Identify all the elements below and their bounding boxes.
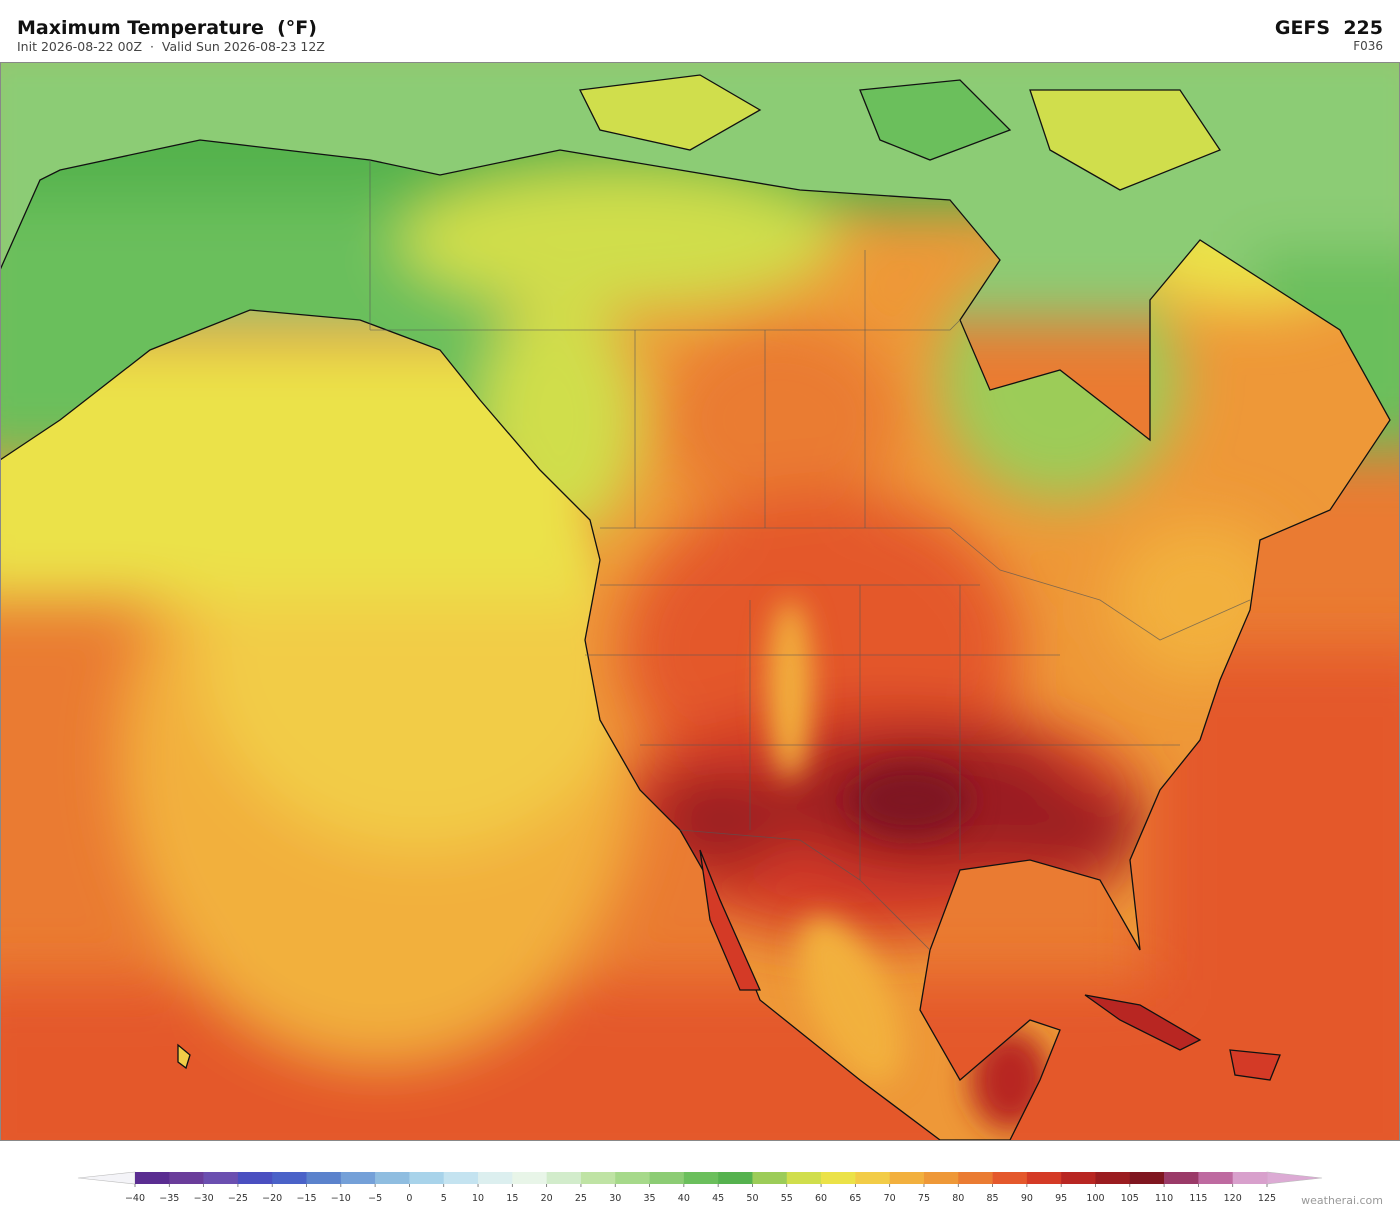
colorbar-segment <box>375 1172 410 1184</box>
colorbar-segment <box>409 1172 445 1184</box>
colorbar-segment <box>1198 1172 1233 1184</box>
colorbar-tick-label: −35 <box>159 1193 179 1204</box>
colorbar-tick-label: 105 <box>1121 1193 1139 1204</box>
colorbar-segment <box>546 1172 582 1184</box>
colorbar-tick-label: 60 <box>815 1193 827 1204</box>
colorbar-segment <box>340 1172 376 1184</box>
colorbar-tick-label: 65 <box>849 1193 861 1204</box>
colorbar-segment <box>1026 1172 1062 1184</box>
colorbar-segment <box>580 1172 616 1184</box>
colorbar-segment <box>237 1172 273 1184</box>
colorbar-segment <box>1232 1172 1268 1184</box>
colorbar-tick-label: 20 <box>541 1193 553 1204</box>
colorbar-tick-label: 85 <box>987 1193 999 1204</box>
colorbar-tick-label: −5 <box>368 1193 382 1204</box>
colorbar-segment <box>306 1172 342 1184</box>
colorbar-over <box>1266 1171 1323 1185</box>
colorbar-tick-label: 90 <box>1021 1193 1033 1204</box>
colorbar-segment <box>683 1172 719 1184</box>
colorbar-tick-label: 35 <box>643 1193 655 1204</box>
colorbar-tick-label: 50 <box>746 1193 758 1204</box>
colorbar-tick-label: −25 <box>228 1193 248 1204</box>
colorbar-tick-label: 5 <box>441 1193 447 1204</box>
model-label: GEFS 225 <box>1275 17 1383 39</box>
colorbar-segment <box>855 1172 890 1184</box>
colorbar-tick-label: 40 <box>678 1193 690 1204</box>
colorbar-tick-label: 70 <box>884 1193 896 1204</box>
colorbar-tick-label: 100 <box>1086 1193 1104 1204</box>
colorbar-tick-label: 25 <box>575 1193 587 1204</box>
colorbar-under <box>77 1171 136 1185</box>
colorbar-segment <box>169 1172 204 1184</box>
colorbar-tick-label: −10 <box>331 1193 351 1204</box>
colorbar-tick-label: 55 <box>781 1193 793 1204</box>
borders <box>369 160 1251 951</box>
colorbar-tick-label: 95 <box>1055 1193 1067 1204</box>
colorbar-segment <box>752 1172 788 1184</box>
colorbar-tick-label: 45 <box>712 1193 724 1204</box>
colorbar-tick-label: 75 <box>918 1193 930 1204</box>
colorbar-tick-label: 115 <box>1189 1193 1207 1204</box>
colorbar-segment <box>1061 1172 1096 1184</box>
colorbar-tick-label: 0 <box>406 1193 412 1204</box>
colorbar-segment <box>1164 1172 1199 1184</box>
forecast-hour: F036 <box>1353 39 1383 53</box>
colorbar-tick-label: −30 <box>194 1193 214 1204</box>
colorbar-tick-label: 120 <box>1224 1193 1242 1204</box>
map <box>0 62 1400 1140</box>
colorbar-tick-label: 110 <box>1155 1193 1173 1204</box>
watermark: weatherai.com <box>1301 1194 1383 1207</box>
colorbar-tick-label: 10 <box>472 1193 484 1204</box>
colorbar-segment <box>958 1172 993 1184</box>
colorbar-segment <box>135 1172 170 1184</box>
coastline <box>0 139 1391 1140</box>
colorbar-segment <box>889 1172 925 1184</box>
colorbar-segment <box>512 1172 547 1184</box>
colorbar-segment <box>1095 1172 1131 1184</box>
colorbar-segment <box>272 1172 307 1184</box>
colorbar-segment <box>786 1172 822 1184</box>
colorbar-segment <box>821 1172 856 1184</box>
islands <box>177 74 1281 1081</box>
colorbar-segment <box>923 1172 959 1184</box>
subtitle: Init 2026-08-22 00Z · Valid Sun 2026-08-… <box>17 39 325 54</box>
colorbar-segment <box>992 1172 1028 1184</box>
colorbar-tick-label: 15 <box>506 1193 518 1204</box>
colorbar-tick-label: 125 <box>1258 1193 1276 1204</box>
colorbar-tick-label: −15 <box>296 1193 316 1204</box>
colorbar-tick-label: −20 <box>262 1193 282 1204</box>
colorbar-segment <box>203 1172 239 1184</box>
colorbar-segment <box>478 1172 513 1184</box>
colorbar-segment <box>649 1172 685 1184</box>
colorbar-tick-label: 30 <box>609 1193 621 1204</box>
colorbar-segment <box>443 1172 479 1184</box>
colorbar-tick-label: −40 <box>125 1193 145 1204</box>
title: Maximum Temperature (°F) <box>17 17 317 39</box>
colorbar-tick-label: 80 <box>952 1193 964 1204</box>
colorbar: −40 −35 −30 −25 −20 −15 −10 −5 0 5 10 15 20 25 30 35 40 4… <box>77 1171 1323 1204</box>
colorbar-segment <box>1129 1172 1165 1184</box>
colorbar-segment <box>718 1172 753 1184</box>
colorbar-segment <box>615 1172 650 1184</box>
